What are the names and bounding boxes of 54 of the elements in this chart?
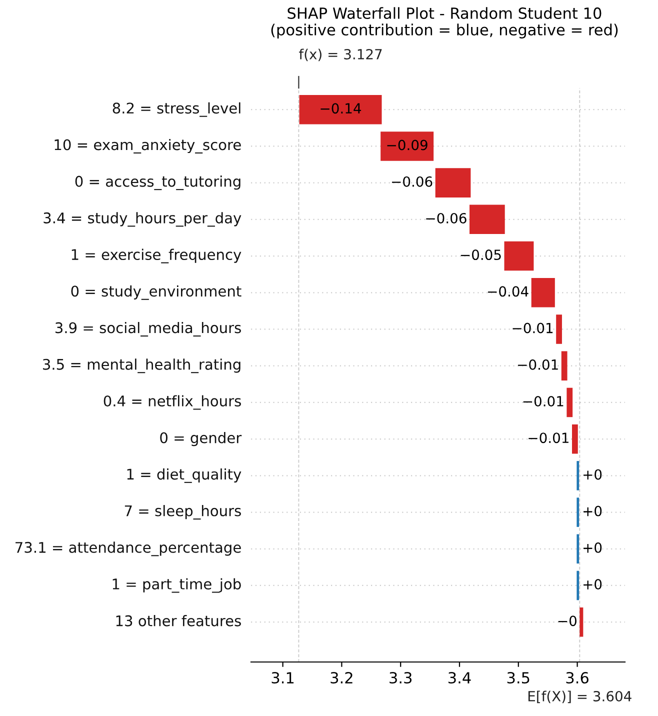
ref-line-label: E[f(X)] = 3.604 [528,690,632,704]
data-label: −0.05 [460,250,501,260]
data-label: −0.01 [528,432,568,444]
bar [576,570,580,600]
data-label: +0 [584,579,602,590]
y-tick-label: 0 = access_to_tutoring [75,176,240,190]
bar [299,94,382,124]
bar [580,607,584,637]
y-tick-label: 73.1 = attendance_percentage [16,542,241,556]
data-label: −0.06 [392,176,432,187]
y-tick-label: 0 = study_environment [71,285,242,300]
bar [576,534,580,564]
y-tick-label: 0.4 = netflix_hours [104,395,241,410]
bar [556,314,562,344]
data-label: −0.06 [426,212,466,224]
y-tick-label: 1 = exercise_frequency [72,248,242,264]
chart-title: SHAP Waterfall Plot - Random Student 10 (positive contribution = blue, negative = red) [271,7,618,38]
bar [572,424,578,454]
bar [380,132,434,161]
y-tick-label: 10 = exam_anxiety_score [54,138,241,154]
x-tick-label: 3.6 [566,672,588,684]
data-label: −0.14 [320,103,362,114]
y-tick-label: 7 = sleep_hours [124,505,241,520]
data-label: −0.09 [387,140,428,150]
bar [531,278,555,308]
data-label: −0 [558,616,576,626]
data-label: −0.04 [488,286,528,297]
bar [470,204,505,234]
y-tick-label: 3.4 = study_hours_per_day [44,212,242,227]
bar [435,168,471,198]
x-tick-label: 3.3 [390,672,412,684]
data-label: −0.01 [523,396,564,406]
ref-line-label: f(x) = 3.127 [299,48,382,62]
bar [504,241,534,271]
data-label: +0 [584,469,602,480]
y-tick-label: 13 other features [116,615,241,626]
bar [576,461,580,490]
data-label: −0.01 [518,359,558,370]
x-tick-label: 3.2 [330,672,352,684]
data-label: −0.01 [512,322,553,334]
x-tick-label: 3.1 [272,672,294,684]
y-tick-label: 3.5 = mental_health_rating [43,358,240,374]
y-tick-label: 1 = diet_quality [127,468,242,483]
bar [561,351,568,380]
x-tick-label: 3.4 [448,672,471,684]
bar [576,498,580,527]
x-tick-label: 3.5 [507,672,530,684]
y-tick-label: 1 = part_time_job [112,578,241,593]
bar [566,388,573,418]
data-label: +0 [584,542,602,553]
y-tick-label: 3.9 = social_media_hours [55,322,241,336]
y-tick-label: 0 = gender [160,432,242,446]
y-tick-label: 8.2 = stress_level [112,102,240,117]
data-label: +0 [584,506,602,516]
